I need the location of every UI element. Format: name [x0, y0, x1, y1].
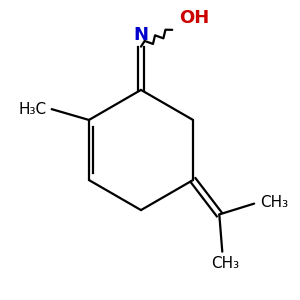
Text: CH₃: CH₃ — [211, 256, 239, 272]
Text: OH: OH — [179, 9, 210, 27]
Text: N: N — [134, 26, 148, 44]
Text: CH₃: CH₃ — [260, 195, 288, 210]
Text: H₃C: H₃C — [19, 102, 47, 117]
